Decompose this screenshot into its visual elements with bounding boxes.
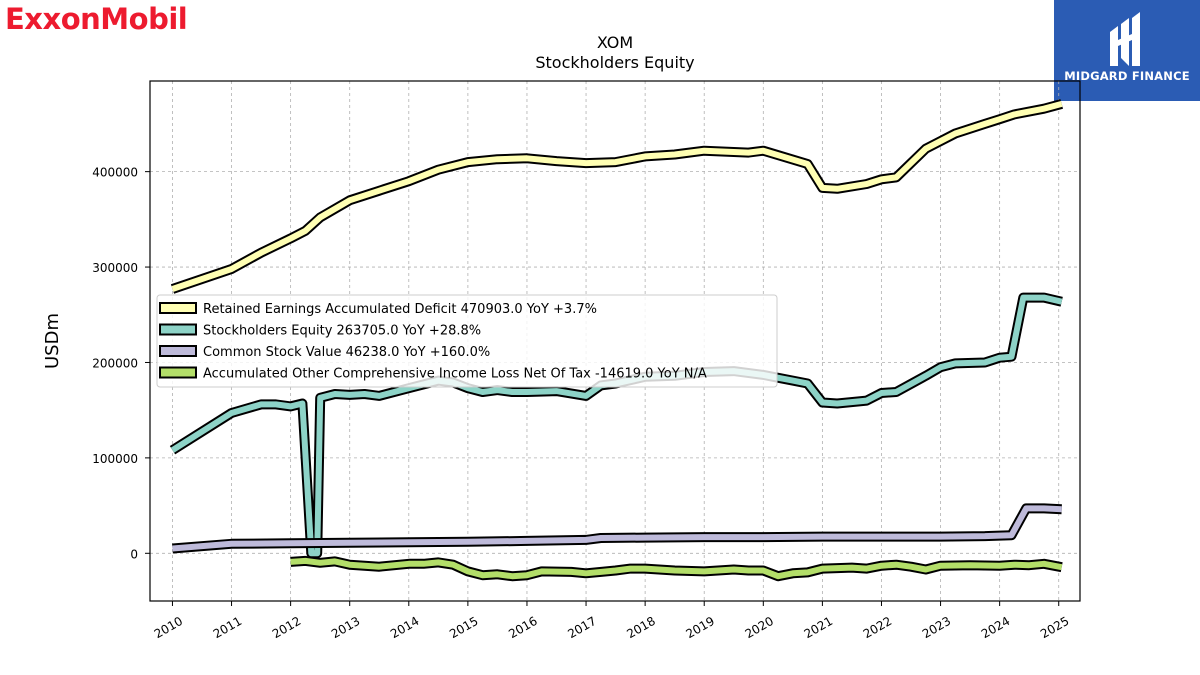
x-tick-label: 2024 <box>979 614 1012 641</box>
chart-title: XOM <box>597 33 633 52</box>
legend-swatch <box>159 302 197 314</box>
legend-box <box>156 294 778 388</box>
y-axis-label: USDm <box>42 313 63 369</box>
series-line <box>172 505 1062 552</box>
legend-entry: Stockholders Equity 263705.0 YoY +28.8% <box>203 324 481 339</box>
series-1 <box>170 99 1064 294</box>
legend-swatch <box>159 323 197 336</box>
y-tick-label: 300000 <box>92 261 138 275</box>
x-tick-label: 2021 <box>802 614 835 641</box>
x-tick-label: 2010 <box>152 614 185 641</box>
x-tick-label: 2020 <box>743 614 776 641</box>
y-tick-label: 400000 <box>92 166 138 180</box>
series-4 <box>290 555 1063 582</box>
brand-logo-text: ExxonMobil <box>5 2 188 36</box>
x-tick-label: 2022 <box>861 614 894 641</box>
series-line <box>290 557 1063 580</box>
brand-logo: ExxonMobil <box>5 0 188 38</box>
x-tick-label: 2017 <box>565 614 598 641</box>
legend-entry: Retained Earnings Accumulated Deficit 47… <box>203 302 597 317</box>
series-line-outline <box>170 99 1064 294</box>
x-tick-label: 2014 <box>388 614 421 641</box>
legend-swatch <box>159 366 197 379</box>
sponsor-logo-text: MIDGARD FINANCE <box>1064 69 1190 83</box>
x-tick-label: 2025 <box>1038 614 1071 641</box>
plot-frame <box>149 80 1081 602</box>
y-tick-label: 200000 <box>92 356 138 370</box>
legend-swatch <box>159 345 197 357</box>
series-line <box>171 101 1063 292</box>
x-tick-label: 2015 <box>447 614 480 641</box>
y-tick-label: 0 <box>130 547 138 561</box>
y-tick-label: 100000 <box>92 452 138 466</box>
x-tick-label: 2012 <box>270 614 303 641</box>
chart-subtitle: Stockholders Equity <box>535 53 694 72</box>
x-tick-label: 2011 <box>211 614 244 641</box>
sponsor-logo-mark <box>1110 12 1140 66</box>
legend: Retained Earnings Accumulated Deficit 47… <box>156 294 778 388</box>
x-tick-label: 2016 <box>506 614 539 641</box>
x-tick-label: 2019 <box>683 614 716 641</box>
x-tick-label: 2023 <box>920 614 953 641</box>
legend-entry: Common Stock Value 46238.0 YoY +160.0% <box>203 345 490 360</box>
x-tick-label: 2013 <box>329 614 362 641</box>
series-2 <box>169 292 1063 559</box>
series-lines <box>169 99 1064 582</box>
legend-entry: Accumulated Other Comprehensive Income L… <box>203 367 707 382</box>
x-tick-label: 2018 <box>624 614 657 641</box>
sponsor-logo: MIDGARD FINANCE <box>1054 0 1200 101</box>
series-3 <box>172 503 1062 554</box>
series-line <box>170 294 1063 557</box>
